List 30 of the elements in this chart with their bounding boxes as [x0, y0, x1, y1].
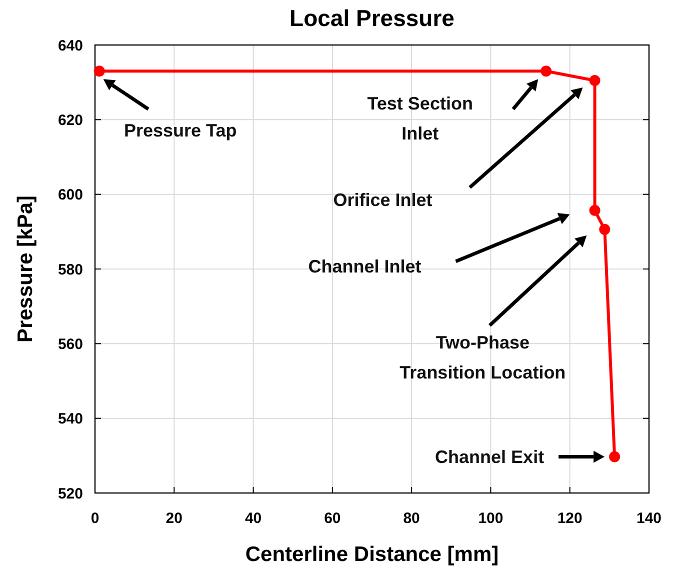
point	[589, 74, 600, 86]
y-tick-label: 640	[58, 37, 83, 54]
point	[94, 66, 105, 77]
y-tick-label: 600	[58, 186, 83, 204]
point	[589, 204, 600, 216]
y-tick-label: 620	[58, 112, 83, 129]
x-tick-label: 100	[478, 510, 504, 527]
annotation: Pressure Tap	[124, 120, 237, 140]
annotation: Channel Inlet	[308, 256, 422, 277]
point	[599, 224, 610, 235]
x-tick-label: 140	[636, 510, 662, 527]
x-tick-label: 0	[90, 510, 100, 527]
point	[540, 66, 552, 77]
y-tick-label: 560	[58, 336, 83, 353]
y-tick-label: 580	[58, 261, 83, 278]
y-tick-label: 540	[58, 410, 83, 428]
x-tick-label: 80	[403, 510, 420, 527]
annotation: Test Section Inlet	[367, 93, 473, 144]
point	[609, 451, 620, 462]
x-tick-label: 60	[324, 510, 341, 527]
x-axis-title: Centerline Distance [mm]	[245, 543, 499, 566]
chart-title: Local Pressure	[290, 5, 454, 31]
annotation: Two-Phase Transition Location	[400, 332, 566, 383]
annotation: Channel Exit	[435, 447, 544, 468]
y-tick-label: 520	[58, 485, 83, 502]
annotation: Orifice Inlet	[333, 190, 432, 210]
x-tick-label: 120	[557, 510, 582, 527]
x-tick-label: 40	[244, 510, 262, 527]
y-axis-title: Pressure [kPa]	[14, 195, 37, 343]
x-tick-label: 20	[166, 510, 182, 527]
